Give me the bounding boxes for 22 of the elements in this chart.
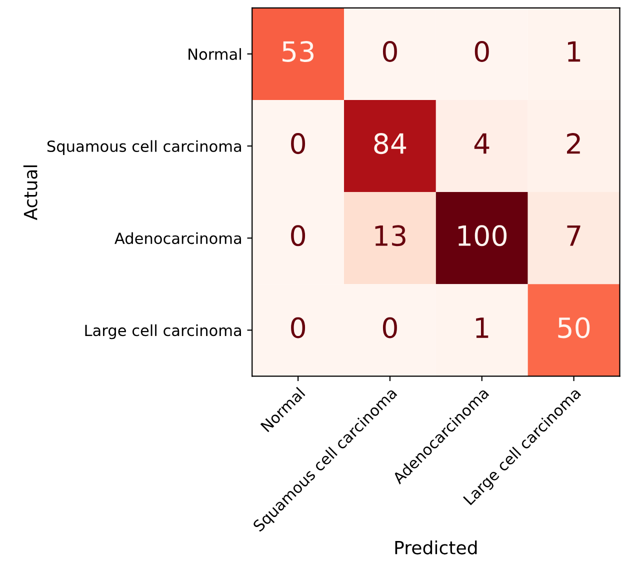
data-label: 0 — [382, 317, 397, 338]
data-label: 100 — [458, 225, 507, 246]
data-label: 1 — [476, 318, 488, 338]
data-label: 13 — [375, 225, 406, 246]
y-tick-label: Adenocarcinoma — [114, 232, 241, 244]
data-label: 0 — [291, 225, 306, 246]
y-tick-label: Squamous cell carcinoma — [47, 140, 241, 155]
data-label: 0 — [382, 40, 397, 62]
data-label: 1 — [568, 41, 580, 62]
x-axis-title: Predicted — [395, 540, 477, 554]
data-label: 4 — [474, 133, 490, 154]
data-label: 84 — [374, 133, 406, 154]
data-label: 7 — [567, 225, 580, 246]
data-label: 0 — [291, 133, 306, 154]
y-tick-label: Large cell carcinoma — [85, 324, 241, 340]
data-label: 2 — [567, 133, 580, 154]
data-label: 53 — [282, 40, 314, 62]
data-label: 0 — [474, 40, 489, 62]
data-label: 0 — [291, 317, 306, 338]
y-axis-title: Actual — [23, 165, 38, 220]
y-tick-label: Normal — [188, 48, 241, 60]
data-label: 50 — [558, 317, 590, 338]
